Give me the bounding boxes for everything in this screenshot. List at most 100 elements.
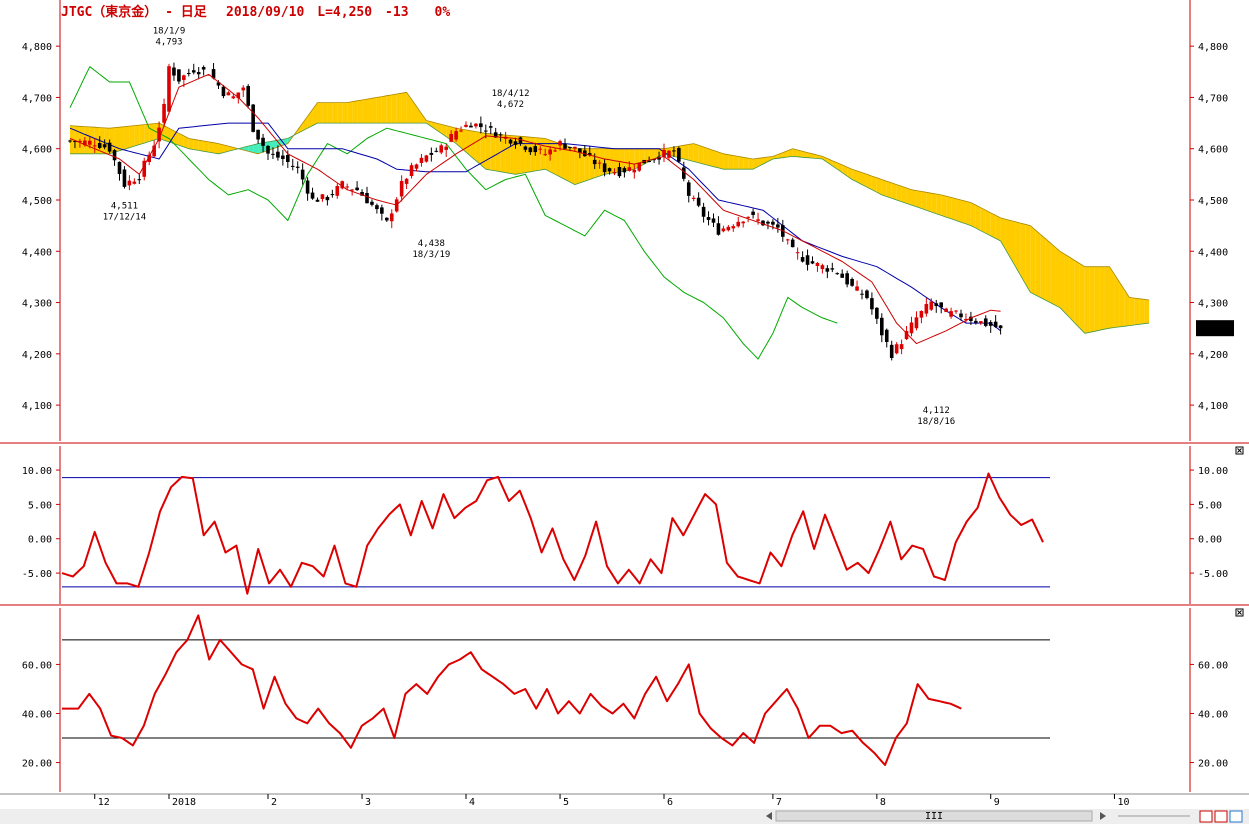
candle-body: [602, 163, 607, 173]
candle-body: [538, 148, 543, 150]
cloud-segment: [500, 134, 506, 173]
oscillator-pane-1: -5.00 -5.00 0.00 0.00 5.00 5.00 10.00 10.00: [0, 442, 1249, 604]
candle-body: [805, 255, 810, 265]
candle-body: [127, 180, 132, 186]
zoom-out-icon: [1214, 810, 1228, 823]
price-pane: 4,100 4,100 4,200 4,200 4,300 4,300 4,400 4,400…: [22, 0, 1234, 441]
cloud-segment: [386, 94, 392, 124]
candle-body: [454, 131, 458, 140]
candle-body: [662, 149, 666, 158]
cloud-segment: [921, 191, 927, 211]
candle-body: [290, 165, 295, 167]
candle-body: [686, 182, 691, 196]
candle-body: [73, 140, 77, 142]
candle-body: [548, 149, 552, 155]
candle-body: [795, 252, 800, 254]
candle-body: [592, 159, 597, 165]
cloud-segment: [530, 137, 536, 172]
cloud-segment: [129, 125, 135, 148]
candle-body: [553, 150, 557, 152]
candle-body: [380, 207, 384, 214]
candle-body: [147, 154, 151, 163]
candle-body: [875, 307, 879, 319]
cloud-segment: [1055, 246, 1060, 308]
ytick-label-left: 4,100: [22, 401, 52, 412]
candle-body: [513, 141, 518, 145]
candle-body: [691, 197, 696, 199]
candle-body: [474, 123, 478, 127]
cloud-segment: [847, 167, 853, 180]
cloud-segment: [188, 138, 194, 150]
cloud-segment: [475, 131, 481, 165]
cloud-segment: [347, 101, 353, 124]
cloud-segment: [896, 184, 902, 202]
cloud-segment: [1000, 217, 1006, 250]
cloud-segment: [461, 129, 466, 153]
cloud-segment: [936, 194, 942, 216]
candle-body: [865, 290, 869, 299]
cloud-segment: [406, 92, 412, 124]
cloud-segment: [1035, 229, 1041, 298]
candle-body: [266, 145, 270, 154]
candle-body: [271, 153, 275, 155]
candle-body: [880, 317, 884, 336]
x-tick-label: 12: [98, 797, 110, 808]
cloud-segment: [297, 123, 303, 134]
candle-body: [617, 167, 622, 177]
cloud-segment: [203, 141, 209, 153]
candle-body: [469, 125, 473, 128]
ichimoku-cloud: [70, 92, 1150, 334]
candle-body: [993, 321, 998, 328]
date-axis: 12 2018 2 3 4 5 6 7 8 9 10 III: [0, 793, 1249, 824]
x-tick-label: 6: [667, 797, 673, 808]
cloud-segment: [74, 125, 80, 154]
cloud-segment: [629, 148, 635, 171]
candle-body: [622, 168, 627, 173]
cloud-segment: [772, 154, 778, 159]
cloud-segment: [891, 182, 897, 200]
cloud-segment: [906, 188, 912, 206]
candle-body: [721, 228, 726, 232]
candle-body: [647, 160, 651, 162]
candle-body: [414, 164, 419, 169]
ytick-label-right: 40.00: [1198, 709, 1228, 720]
candle-body: [974, 320, 978, 323]
cloud-segment: [1020, 223, 1026, 284]
candle-body: [68, 140, 72, 142]
candle-body: [117, 161, 122, 174]
ytick-label-left: 4,300: [22, 299, 52, 310]
candle-body: [741, 221, 745, 224]
candle-body: [632, 169, 637, 173]
candle-body: [152, 145, 156, 157]
cloud-segment: [797, 149, 803, 158]
cloud-segment: [525, 136, 531, 173]
ytick-label-right: 20.00: [1198, 759, 1228, 770]
ytick-label-left: 10.00: [22, 466, 52, 477]
scrollbar-grip: III: [925, 811, 943, 822]
candle-body: [919, 311, 924, 318]
candle-body: [533, 146, 538, 153]
candle-body: [236, 92, 241, 99]
candle-body: [652, 159, 656, 161]
candle-body: [286, 154, 290, 162]
cloud-segment: [371, 97, 377, 124]
candle-body: [563, 143, 567, 149]
cloud-segment: [213, 142, 219, 154]
candle-body: [464, 124, 468, 127]
candle-body: [429, 152, 434, 155]
candle-body: [488, 126, 493, 128]
candle-body: [78, 140, 82, 143]
x-tick-label: 3: [365, 797, 371, 808]
cloud-segment: [272, 140, 278, 149]
candle-body: [983, 318, 988, 326]
ytick-label-left: -5.00: [22, 569, 52, 580]
ytick-label-left: 4,200: [22, 350, 52, 361]
cloud-segment: [119, 126, 125, 151]
candle-body: [385, 217, 389, 221]
candle-body: [998, 325, 1003, 329]
cloud-segment: [787, 148, 793, 158]
candle-body: [716, 223, 721, 235]
cloud-segment: [1079, 263, 1085, 334]
candle-body: [815, 262, 820, 267]
